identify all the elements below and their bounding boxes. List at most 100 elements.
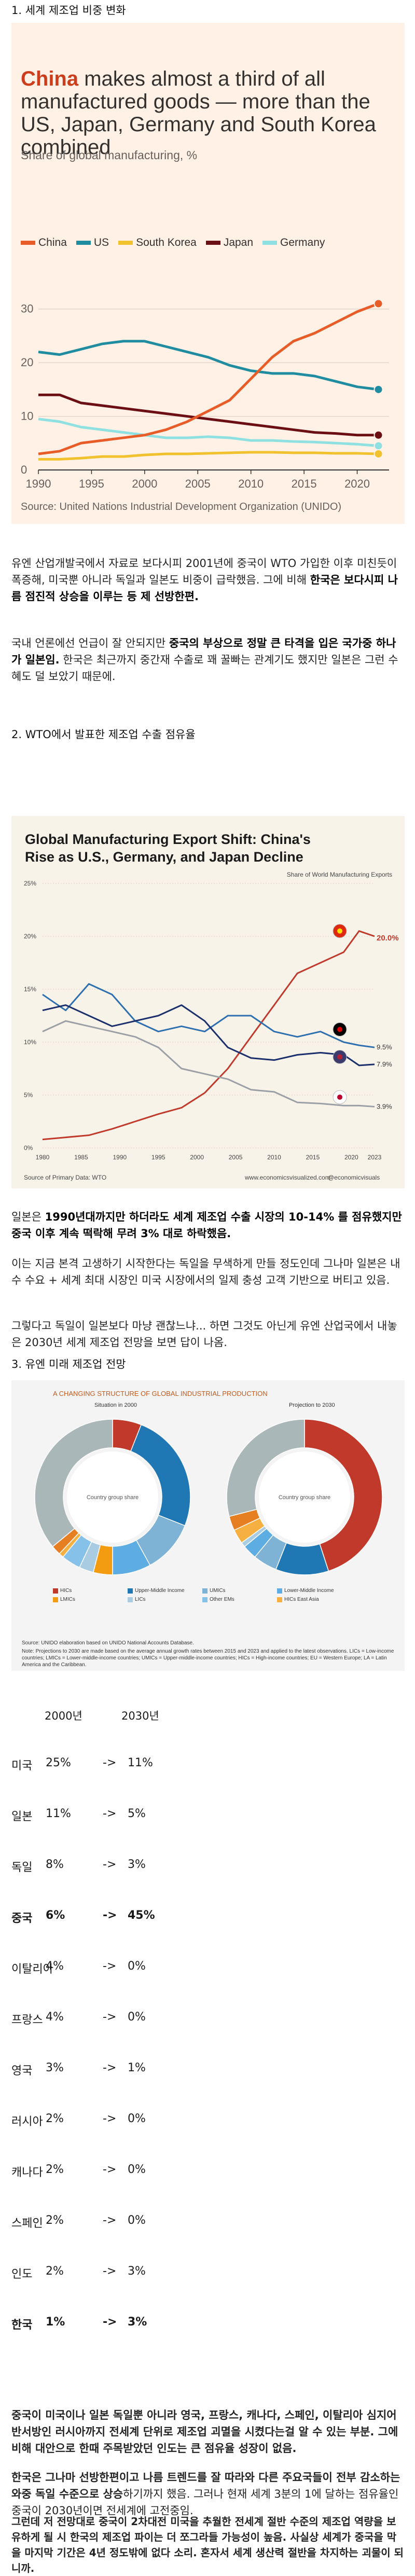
table-cell-v2000: 6% xyxy=(46,1909,65,1922)
table-cell-arrow: -> xyxy=(103,1909,117,1922)
ft-end-point-us xyxy=(374,384,383,394)
section3-paragraph-3: 그런데 저 전망대로 중국이 2차대전 미국을 추월한 전세계 절반 수준의 제… xyxy=(11,2515,404,2574)
donut-legend-label: Lower-Middle Income xyxy=(284,1588,334,1594)
export-x-tick-label: 2005 xyxy=(229,1154,243,1161)
export-y-tick-label: 15% xyxy=(24,986,36,993)
donut-legend-item: UMICs xyxy=(202,1588,270,1594)
export-end-label: 7.9% xyxy=(377,1060,392,1068)
ft-series-line-us xyxy=(38,340,379,391)
table-cell-v2000: 25% xyxy=(46,1756,71,1769)
donut-source: Source: UNIDO elaboration based on UNIDO… xyxy=(22,1640,194,1646)
ft-legend-label: Germany xyxy=(280,237,325,248)
donut-2030-center-label: Country group share xyxy=(279,1494,330,1501)
table-cell-v2030: 3% xyxy=(128,2265,146,2278)
export-x-tick-label: 1995 xyxy=(151,1154,165,1161)
export-chart-title: Global Manufacturing Export Shift: China… xyxy=(25,832,311,865)
donut-legend-label: HICs xyxy=(60,1588,72,1594)
export-y-tick-label: 0% xyxy=(24,1144,33,1152)
donut-legend-swatch xyxy=(277,1597,282,1602)
donut-legend-swatch xyxy=(128,1597,133,1602)
table-cell-v2030: 0% xyxy=(128,2214,146,2227)
table-cell-v2000: 3% xyxy=(46,2061,64,2074)
ft-y-tick-label: 30 xyxy=(21,302,33,315)
export-y-tick-label: 10% xyxy=(24,1038,36,1046)
s2p1-text-1: 일본은 xyxy=(11,1211,45,1223)
ft-y-tick-label: 10 xyxy=(21,410,33,423)
table-cell-v2030: 0% xyxy=(128,1960,146,1973)
export-end-label: 9.5% xyxy=(377,1043,392,1051)
table-cell-v2000: 2% xyxy=(46,2112,64,2125)
table-cell-country: 스페인 xyxy=(11,2217,43,2230)
export-x-tick-label: 1985 xyxy=(74,1154,88,1161)
ft-y-tick-label: 20 xyxy=(21,356,33,369)
ft-end-point-japan xyxy=(374,430,383,440)
ft-chart-subtitle: Share of global manufacturing, % xyxy=(21,148,198,162)
table-cell-v2000: 8% xyxy=(46,1858,64,1871)
section2-paragraph-2: 이는 지금 본격 고생하기 시작한다는 독일을 무색하게 만들 정도인데 그나마… xyxy=(11,1257,400,1286)
export-y-tick-label: 20% xyxy=(24,933,36,940)
donut-note: Note: Projections to 2030 are made based… xyxy=(22,1649,394,1668)
ft-legend-item: Germany xyxy=(262,237,325,249)
table-cell-arrow: -> xyxy=(103,1960,117,1973)
ft-title-rest: makes almost a third of all manufactured… xyxy=(21,67,376,159)
donut-legend-swatch xyxy=(277,1588,282,1594)
donut-2030-center xyxy=(259,1451,350,1543)
ft-x-tick-label: 2000 xyxy=(132,477,157,490)
donut-2000-center-label: Country group share xyxy=(87,1494,139,1501)
table-cell-arrow: -> xyxy=(103,1858,117,1871)
section2-heading: 2. WTO에서 발표한 제조업 수출 점유율 xyxy=(11,728,196,741)
ft-legend-item: China xyxy=(21,237,67,249)
table-cell-country: 독일 xyxy=(11,1861,33,1874)
donut-legend-label: UMICs xyxy=(210,1588,226,1594)
ft-legend-label: South Korea xyxy=(136,237,197,248)
table-cell-country: 영국 xyxy=(11,2065,33,2078)
ft-line-chart: 0 10 20 30 1990 1995 2000 2005 2010 2015 2020 xyxy=(21,299,389,490)
section3-paragraph-1: 중국이 미국이나 일본 독일뿐 아니라 영국, 프랑스, 캐나다, 스페인, 이… xyxy=(11,2409,398,2455)
donut-legend-item: Other EMs xyxy=(202,1597,270,1602)
table-cell-country: 캐나다 xyxy=(11,2166,43,2179)
ft-x-tick-label: 1990 xyxy=(26,477,51,490)
ft-x-tick-label: 2020 xyxy=(344,477,370,490)
ft-series-line-germany xyxy=(38,418,379,447)
donut-right-label: Projection to 2030 xyxy=(289,1402,335,1408)
export-x-tick-label: 2015 xyxy=(306,1154,320,1161)
donut-legend-label: Other EMs xyxy=(210,1597,234,1602)
ft-end-point-germany xyxy=(374,441,383,451)
table-cell-arrow: -> xyxy=(103,1807,117,1820)
export-line-chart: 0% 5% 10% 15% 20% 25% 1980 1985 1990 1995 2000 2005… xyxy=(24,880,399,1161)
table-cell-v2000: 2% xyxy=(46,2163,64,2176)
table-cell-country: 인도 xyxy=(11,2268,33,2281)
table-cell-v2030: 45% xyxy=(128,1909,155,1922)
table-cell-arrow: -> xyxy=(103,2265,117,2278)
table-cell-v2030: 3% xyxy=(128,1858,146,1871)
s1p2-text-1: 국내 언론에선 언급이 잘 안되지만 xyxy=(11,637,169,649)
ft-legend-swatch xyxy=(118,241,133,245)
ft-legend-label: Japan xyxy=(223,237,254,248)
donut-legend-label: LICs xyxy=(135,1597,146,1602)
ft-legend-label: US xyxy=(93,237,109,248)
table-cell-v2030: 0% xyxy=(128,2112,146,2125)
donut-chart-title: A CHANGING STRUCTURE OF GLOBAL INDUSTRIA… xyxy=(53,1390,268,1397)
donut-2000-slice-other xyxy=(34,1419,113,1547)
donut-legend-item: HICs East Asia xyxy=(277,1597,344,1602)
table-cell-v2000: 11% xyxy=(46,1807,71,1820)
section3-heading: 3. 유엔 미래 제조업 전망 xyxy=(11,1358,126,1370)
ft-series-line-south-korea xyxy=(38,451,379,461)
table-cell-v2000: 4% xyxy=(46,2011,64,2024)
table-cell-arrow: -> xyxy=(103,2011,117,2024)
s1p1-text-bold: 한국은 보다시피 나름 점진적 상승을 이루는 등 제 선방한편. xyxy=(11,574,398,603)
ft-chart-source: Source: United Nations Industrial Develo… xyxy=(21,501,342,513)
export-series-line-united-states xyxy=(42,1004,375,1067)
export-series-line-japan xyxy=(42,1020,375,1107)
table-cell-country: 프랑스 xyxy=(11,2014,43,2027)
donut-2030-slice-china xyxy=(304,1419,383,1572)
donut-legend: HICs Upper-Middle Income UMICs Lower-Middle… xyxy=(53,1588,364,1602)
s1p2-text-bold: 중국의 부상으로 정말 큰 타격을 입은 국가중 하나가 일본임. xyxy=(11,637,396,666)
donut-chart-panel: A CHANGING STRUCTURE OF GLOBAL INDUSTRIA… xyxy=(11,1380,405,1671)
ft-x-tick-label: 2010 xyxy=(238,477,264,490)
donut-legend-swatch xyxy=(202,1588,208,1594)
donut-legend-swatch xyxy=(202,1597,208,1602)
ft-legend-label: China xyxy=(38,237,67,248)
col-2000: 2000년 xyxy=(45,1710,82,1722)
ft-legend-item: Japan xyxy=(205,237,254,249)
